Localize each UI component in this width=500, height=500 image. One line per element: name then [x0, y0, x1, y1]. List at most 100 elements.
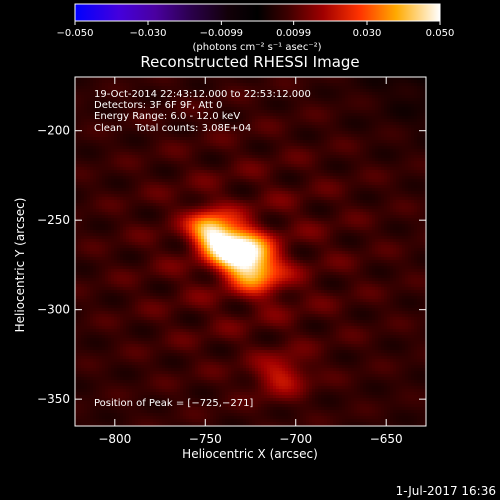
heatmap-cell	[228, 167, 232, 171]
heatmap-cell	[264, 137, 268, 141]
heatmap-cell	[207, 104, 211, 108]
heatmap-cell	[360, 167, 364, 171]
heatmap-cell	[273, 191, 277, 195]
heatmap-cell	[366, 89, 370, 93]
heatmap-cell	[111, 152, 115, 156]
heatmap-cell	[336, 179, 340, 183]
heatmap-cell	[177, 167, 181, 171]
heatmap-cell	[276, 83, 280, 87]
heatmap-cell	[345, 146, 349, 150]
heatmap-cell	[180, 188, 184, 192]
heatmap-cell	[354, 164, 358, 168]
heatmap-cell	[192, 98, 196, 102]
heatmap-cell	[372, 80, 376, 84]
heatmap-cell	[114, 107, 118, 111]
heatmap-cell	[324, 77, 328, 81]
heatmap-cell	[258, 185, 262, 189]
heatmap-cell	[153, 119, 157, 123]
heatmap-cell	[324, 119, 328, 123]
heatmap-cell	[318, 200, 322, 204]
heatmap-cell	[294, 101, 298, 105]
heatmap-cell	[180, 152, 184, 156]
heatmap-cell	[168, 200, 172, 204]
heatmap-cell	[105, 182, 109, 186]
heatmap-cell	[306, 83, 310, 87]
heatmap-cell	[93, 188, 97, 192]
heatmap-cell	[174, 107, 178, 111]
heatmap-cell	[348, 176, 352, 180]
heatmap-cell	[282, 98, 286, 102]
heatmap-cell	[306, 77, 310, 81]
heatmap-cell	[222, 185, 226, 189]
heatmap-cell	[240, 191, 244, 195]
heatmap-cell	[84, 128, 88, 132]
heatmap-cell	[81, 200, 85, 204]
heatmap-cell	[417, 134, 421, 138]
heatmap-cell	[105, 146, 109, 150]
heatmap-cell	[96, 155, 100, 159]
heatmap-cell	[288, 95, 292, 99]
heatmap-cell	[150, 167, 154, 171]
heatmap-cell	[339, 158, 343, 162]
heatmap-cell	[327, 152, 331, 156]
heatmap-cell	[387, 170, 391, 174]
heatmap-cell	[243, 134, 247, 138]
heatmap-cell	[384, 179, 388, 183]
heatmap-cell	[189, 152, 193, 156]
heatmap-cell	[189, 146, 193, 150]
heatmap-cell	[198, 83, 202, 87]
heatmap-cell	[267, 191, 271, 195]
heatmap-cell	[231, 140, 235, 144]
heatmap-cell	[240, 182, 244, 186]
heatmap-cell	[222, 140, 226, 144]
heatmap-cell	[270, 128, 274, 132]
heatmap-cell	[213, 134, 217, 138]
heatmap-cell	[201, 188, 205, 192]
heatmap-cell	[237, 95, 241, 99]
heatmap-cell	[105, 191, 109, 195]
heatmap-cell	[393, 125, 397, 129]
heatmap-cell	[408, 188, 412, 192]
heatmap-cell	[327, 107, 331, 111]
heatmap-cell	[303, 116, 307, 120]
heatmap-cell	[249, 107, 253, 111]
heatmap-cell	[195, 104, 199, 108]
heatmap-cell	[300, 176, 304, 180]
heatmap-cell	[120, 146, 124, 150]
heatmap-cell	[354, 98, 358, 102]
heatmap-cell	[222, 110, 226, 114]
heatmap-cell	[321, 164, 325, 168]
heatmap-cell	[285, 122, 289, 126]
heatmap-cell	[267, 200, 271, 204]
heatmap-cell	[402, 95, 406, 99]
heatmap-cell	[177, 188, 181, 192]
heatmap-cell	[207, 92, 211, 96]
heatmap-cell	[120, 92, 124, 96]
heatmap-cell	[255, 194, 259, 198]
heatmap-cell	[405, 164, 409, 168]
heatmap-cell	[372, 95, 376, 99]
heatmap-cell	[195, 200, 199, 204]
heatmap-cell	[282, 152, 286, 156]
heatmap-cell	[348, 170, 352, 174]
heatmap-cell	[282, 158, 286, 162]
heatmap-cell	[246, 134, 250, 138]
heatmap-cell	[381, 119, 385, 123]
heatmap-cell	[108, 137, 112, 141]
heatmap-cell	[279, 125, 283, 129]
heatmap-cell	[396, 116, 400, 120]
heatmap-cell	[420, 155, 424, 159]
heatmap-cell	[138, 188, 142, 192]
heatmap-cell	[87, 89, 91, 93]
heatmap-cell	[417, 125, 421, 129]
heatmap-cell	[309, 182, 313, 186]
heatmap-cell	[420, 194, 424, 198]
heatmap-cell	[393, 122, 397, 126]
heatmap-cell	[366, 191, 370, 195]
heatmap-cell	[312, 104, 316, 108]
heatmap-cell	[384, 101, 388, 105]
heatmap-cell	[336, 182, 340, 186]
heatmap-cell	[243, 155, 247, 159]
heatmap-cell	[351, 155, 355, 159]
heatmap-cell	[405, 191, 409, 195]
